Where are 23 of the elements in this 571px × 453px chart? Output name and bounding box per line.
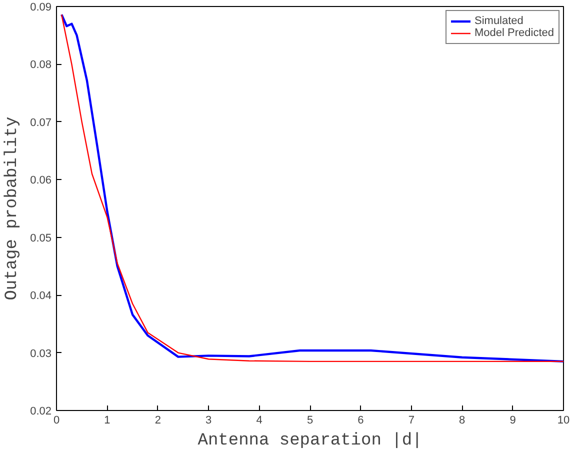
x-tick-label: 1	[104, 414, 110, 426]
y-tick-label: 0.06	[30, 174, 52, 187]
y-tick-label: 0.05	[30, 232, 52, 244]
y-tick-label: 0.04	[30, 290, 52, 302]
x-tick-label: 7	[408, 414, 414, 426]
x-tick-label: 0	[53, 414, 60, 426]
y-tick-label: 0.02	[30, 406, 52, 418]
x-tick-label: 5	[306, 414, 314, 426]
x-axis-title: Antenna separation |d|	[198, 432, 422, 450]
y-axis-title: Outage probability	[3, 116, 22, 300]
y-tick-label: 0.09	[30, 2, 52, 14]
x-tick-label: 9	[510, 414, 516, 426]
legend-label: Simulated	[474, 15, 524, 27]
x-tick-label: 2	[154, 414, 161, 426]
x-tick-label: 8	[459, 414, 466, 426]
y-tick-label: 0.08	[30, 59, 52, 72]
x-tick-label: 4	[256, 414, 262, 426]
legend-label: Model Predicted	[474, 27, 554, 39]
x-tick-label: 10	[557, 414, 570, 426]
y-tick-label: 0.03	[30, 348, 52, 360]
y-tick-label: 0.07	[30, 116, 52, 129]
x-tick-label: 3	[206, 414, 212, 426]
x-tick-label: 6	[358, 414, 364, 426]
